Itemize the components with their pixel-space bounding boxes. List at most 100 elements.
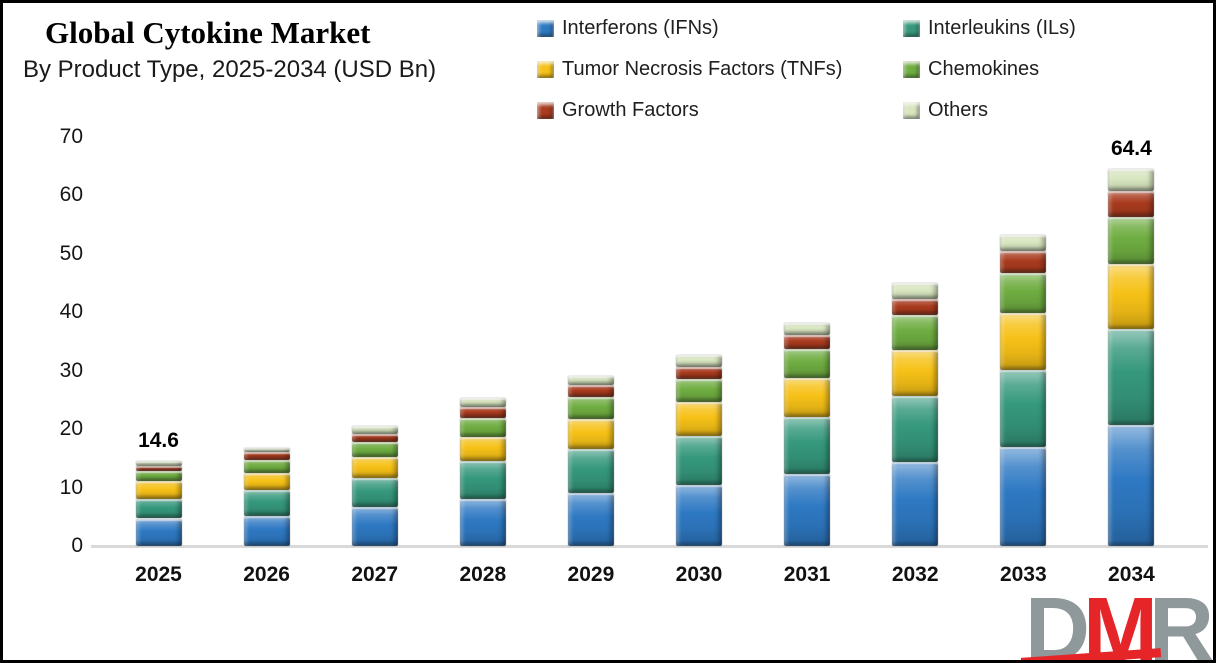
- y-axis-tick-label: 30: [59, 358, 83, 382]
- bar-segment-chemokines: [567, 397, 614, 420]
- bar-segment-tnfs: [784, 377, 831, 418]
- bar-segment-interleukins: [135, 499, 182, 519]
- legend-item-tnfs: Tumor Necrosis Factors (TNFs): [537, 58, 903, 81]
- bar-segment-tnfs: [676, 402, 722, 436]
- x-axis-label: 2030: [675, 563, 723, 586]
- bar-segment-interleukins: [567, 449, 614, 493]
- legend-label-interleukins: Interleukins (ILs): [928, 17, 1076, 39]
- y-axis-tick-label: 10: [59, 475, 83, 499]
- bar-segment-chemokines: [676, 379, 722, 403]
- bar-segment-tnfs: [1108, 264, 1155, 329]
- legend-label-chemokines: Chemokines: [928, 58, 1040, 80]
- bar-segment-interferons: [243, 515, 290, 546]
- x-axis-label: 2033: [999, 563, 1047, 586]
- bar-segment-others: [1108, 169, 1155, 192]
- bar-segment-interleukins: [892, 395, 939, 463]
- chart-subtitle: By Product Type, 2025-2034 (USD Bn): [23, 56, 437, 83]
- bar-segment-others: [459, 397, 506, 407]
- bar-segment-interleukins: [1000, 369, 1047, 448]
- title-area: Global Cytokine Market By Product Type, …: [23, 15, 436, 85]
- bar-segment-interferons: [1108, 424, 1155, 546]
- bar-segment-interleukins: [676, 436, 722, 485]
- legend: Interferons (IFNs) Interleukins (ILs) Tumo…: [537, 8, 1076, 131]
- bar-value-label: 14.6: [138, 428, 179, 452]
- bar-segment-chemokines: [459, 417, 506, 438]
- bar-segment-others: [135, 460, 182, 467]
- bar-segment-chemokines: [351, 441, 398, 458]
- logo-letter-m: M: [1083, 580, 1158, 663]
- bar-segment-interleukins: [459, 461, 506, 500]
- legend-swatch-others: [903, 102, 920, 119]
- bar-segment-growth-factors: [892, 299, 939, 315]
- chart-title: Global Cytokine Market: [45, 15, 371, 50]
- x-axis-label: 2027: [351, 563, 399, 586]
- legend-swatch-chemokines: [903, 61, 920, 78]
- x-axis-label: 2026: [243, 563, 290, 586]
- legend-label-tnfs: Tumor Necrosis Factors (TNFs): [562, 58, 843, 80]
- bar-segment-growth-factors: [135, 466, 182, 472]
- bar-segment-interleukins: [1108, 328, 1155, 425]
- bar-segment-others: [567, 375, 614, 385]
- bar-segment-interleukins: [784, 417, 831, 475]
- legend-label-others: Others: [928, 99, 989, 121]
- x-axis-label: 2032: [891, 563, 939, 586]
- bar-segment-chemokines: [1000, 272, 1047, 314]
- bar-segment-interferons: [351, 506, 398, 546]
- bar-segment-growth-factors: [567, 384, 614, 398]
- y-axis-tick-label: 40: [59, 300, 83, 323]
- bar-segment-interferons: [892, 462, 939, 546]
- bar-segment-growth-factors: [676, 366, 722, 380]
- x-axis-label: 2031: [783, 563, 831, 586]
- y-axis-tick-label: 20: [59, 417, 83, 440]
- legend-swatch-growth-factors: [537, 102, 554, 119]
- bar-segment-others: [676, 355, 722, 367]
- bar-segment-tnfs: [243, 472, 290, 490]
- x-axis-label: 2025: [135, 563, 182, 586]
- bar-segment-others: [892, 283, 939, 300]
- x-axis-line: [91, 545, 1208, 548]
- bar-segment-others: [784, 322, 831, 335]
- bar-segment-growth-factors: [351, 433, 398, 442]
- legend-swatch-interferons: [537, 20, 554, 37]
- bar-segment-chemokines: [243, 460, 290, 473]
- bar-segment-chemokines: [784, 349, 831, 378]
- dmr-logo: D M R: [1017, 580, 1213, 663]
- bar-segment-interleukins: [243, 489, 290, 516]
- bar-segment-growth-factors: [1108, 191, 1155, 218]
- bar-segment-growth-factors: [784, 334, 831, 350]
- y-axis-tick-label: 50: [59, 241, 83, 265]
- bar-segment-tnfs: [351, 457, 398, 479]
- y-axis-tick-label: 0: [71, 534, 83, 557]
- logo-letter-d: D: [1025, 580, 1090, 663]
- legend-item-growth-factors: Growth Factors: [537, 99, 903, 122]
- bar-segment-tnfs: [1000, 313, 1047, 370]
- x-axis-label: 2028: [459, 563, 507, 586]
- bar-segment-interferons: [135, 518, 182, 546]
- legend-swatch-tnfs: [537, 61, 554, 78]
- bar-segment-others: [243, 447, 290, 453]
- bar-segment-growth-factors: [1000, 251, 1047, 273]
- legend-item-others: Others: [903, 99, 1076, 122]
- bar-segment-tnfs: [135, 481, 182, 500]
- bar-segment-chemokines: [135, 471, 182, 482]
- legend-label-interferons: Interferons (IFNs): [562, 17, 719, 39]
- legend-item-interferons: Interferons (IFNs): [537, 17, 903, 40]
- bar-segment-chemokines: [1108, 217, 1155, 265]
- bar-segment-growth-factors: [459, 406, 506, 418]
- legend-label-growth-factors: Growth Factors: [562, 99, 699, 121]
- bar-segment-others: [1000, 235, 1047, 252]
- bar-segment-interferons: [676, 484, 722, 546]
- legend-item-interleukins: Interleukins (ILs): [903, 17, 1076, 40]
- y-axis-tick-label: 60: [59, 183, 83, 206]
- bar-segment-tnfs: [892, 350, 939, 396]
- bar-segment-tnfs: [567, 419, 614, 450]
- legend-swatch-interleukins: [903, 20, 920, 37]
- bar-segment-chemokines: [892, 314, 939, 351]
- bar-segment-interferons: [459, 499, 506, 546]
- bar-segment-interferons: [1000, 447, 1047, 546]
- x-axis-label: 2029: [567, 563, 615, 586]
- x-axis-label: 2034: [1108, 563, 1155, 586]
- bar-value-label: 64.4: [1110, 137, 1152, 161]
- bar-segment-tnfs: [459, 437, 506, 462]
